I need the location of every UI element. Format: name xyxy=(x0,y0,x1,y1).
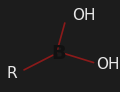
Text: OH: OH xyxy=(96,57,120,72)
Text: B: B xyxy=(51,44,66,63)
Text: OH: OH xyxy=(72,8,96,23)
Text: R: R xyxy=(7,66,17,81)
